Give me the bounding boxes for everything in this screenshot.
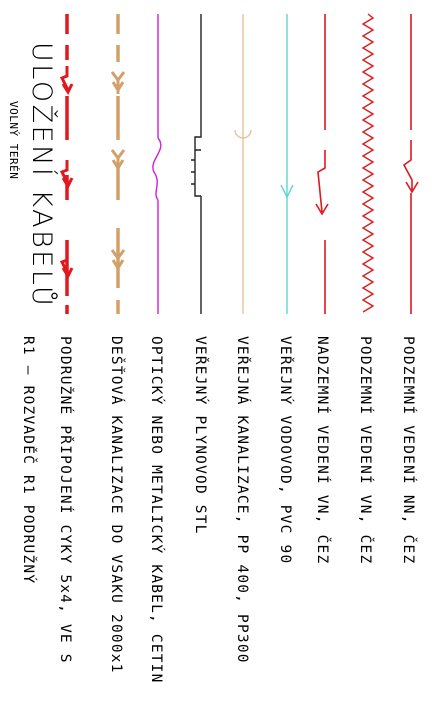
legend-symbol-6 (191, 14, 202, 314)
note-r1: R1 – ROZVADĚČ R1 PODRUŽNÝ (20, 336, 38, 584)
legend-symbol-8 (110, 14, 126, 314)
legend-label-4: VEŘEJNÝ VODOVOD, PVC 90 (277, 336, 294, 564)
legend-label-6: VEŘEJNÝ PLYNOVOD STL (192, 336, 209, 535)
legend-symbol-3 (315, 14, 329, 314)
legend-label-3: NADZEMNÍ VEDENÍ VN, ČEZ (314, 336, 332, 564)
legend-symbols (59, 13, 419, 314)
legend-symbol-1 (402, 14, 419, 314)
title: ULOŽENÍ KABELŮ (26, 42, 59, 308)
legend-symbol-7 (152, 14, 162, 314)
subtitle: VOLNÝ TERÉN (7, 101, 20, 179)
legend-label-8: DEŠŤOVÁ KANALIZACE DO VSAKU 2000x1 (108, 336, 126, 674)
legend-symbol-9 (59, 14, 74, 314)
legend-label-9: PODRUŽNÉ PŘIPOJENÍ CYKY 5x4, VE S (57, 336, 75, 664)
legend-label-7: OPTICKÝ NEBO METALICKÝ KABEL, CETIN (148, 336, 165, 684)
legend-symbol-2 (361, 13, 375, 313)
legend-labels: PODZEMNÍ VEDENÍ NN, ČEZ PODZEMNÍ VEDENÍ V… (7, 42, 418, 684)
legend-symbol-5 (234, 14, 252, 314)
legend-label-5: VEŘEJNÁ KANALIZACE, PP 400, PP300 (234, 336, 251, 664)
legend-label-1: PODZEMNÍ VEDENÍ NN, ČEZ (400, 336, 418, 564)
legend-symbol-4 (280, 14, 294, 314)
legend-label-2: PODZEMNÍ VEDENÍ VN, ČEZ (357, 336, 375, 564)
